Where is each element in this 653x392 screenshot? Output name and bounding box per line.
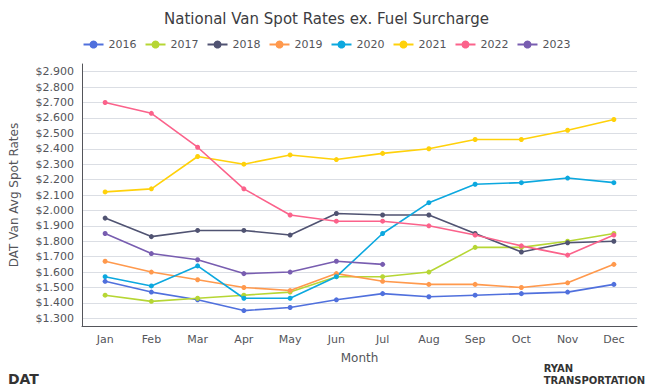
svg-text:2020: 2020 [357, 38, 385, 51]
svg-text:2016: 2016 [109, 38, 137, 51]
svg-text:$1.900: $1.900 [36, 219, 75, 232]
svg-text:$2.900: $2.900 [36, 65, 75, 78]
svg-text:Dec: Dec [603, 333, 624, 346]
svg-text:Mar: Mar [187, 333, 208, 346]
svg-text:Nov: Nov [557, 333, 579, 346]
svg-text:2022: 2022 [480, 38, 508, 51]
svg-text:Jun: Jun [327, 333, 345, 346]
svg-text:TRANSPORTATION: TRANSPORTATION [544, 375, 645, 386]
svg-text:$2.400: $2.400 [36, 142, 75, 155]
svg-text:$1.600: $1.600 [36, 266, 75, 279]
svg-text:$2.200: $2.200 [36, 173, 75, 186]
svg-text:$1.500: $1.500 [36, 281, 75, 294]
svg-text:Aug: Aug [418, 333, 439, 346]
svg-text:$2.300: $2.300 [36, 158, 75, 171]
svg-text:$2.500: $2.500 [36, 127, 75, 140]
svg-text:2019: 2019 [295, 38, 323, 51]
svg-text:$1.800: $1.800 [36, 235, 75, 248]
svg-text:DAT Van Avg Spot Rates: DAT Van Avg Spot Rates [7, 123, 21, 267]
svg-text:$2.600: $2.600 [36, 111, 75, 124]
svg-text:DAT: DAT [8, 371, 39, 387]
svg-text:2018: 2018 [233, 38, 261, 51]
svg-text:2021: 2021 [418, 38, 446, 51]
svg-text:Sep: Sep [465, 333, 486, 346]
svg-text:$1.300: $1.300 [36, 312, 75, 325]
svg-text:$2.800: $2.800 [36, 81, 75, 94]
svg-text:May: May [279, 333, 302, 346]
svg-text:2023: 2023 [542, 38, 570, 51]
svg-text:National Van Spot Rates ex. Fu: National Van Spot Rates ex. Fuel Surchar… [164, 10, 489, 28]
svg-text:Feb: Feb [142, 333, 161, 346]
svg-text:$1.700: $1.700 [36, 250, 75, 263]
svg-text:Jul: Jul [375, 333, 389, 346]
svg-text:$1.400: $1.400 [36, 296, 75, 309]
svg-text:Jan: Jan [96, 333, 114, 346]
svg-text:$2.700: $2.700 [36, 96, 75, 109]
svg-text:2017: 2017 [171, 38, 199, 51]
svg-text:Apr: Apr [234, 333, 254, 346]
svg-text:$2.000: $2.000 [36, 204, 75, 217]
svg-text:$2.100: $2.100 [36, 189, 75, 202]
svg-text:RYAN: RYAN [544, 363, 574, 374]
svg-text:Month: Month [341, 351, 379, 365]
svg-text:Oct: Oct [512, 333, 532, 346]
